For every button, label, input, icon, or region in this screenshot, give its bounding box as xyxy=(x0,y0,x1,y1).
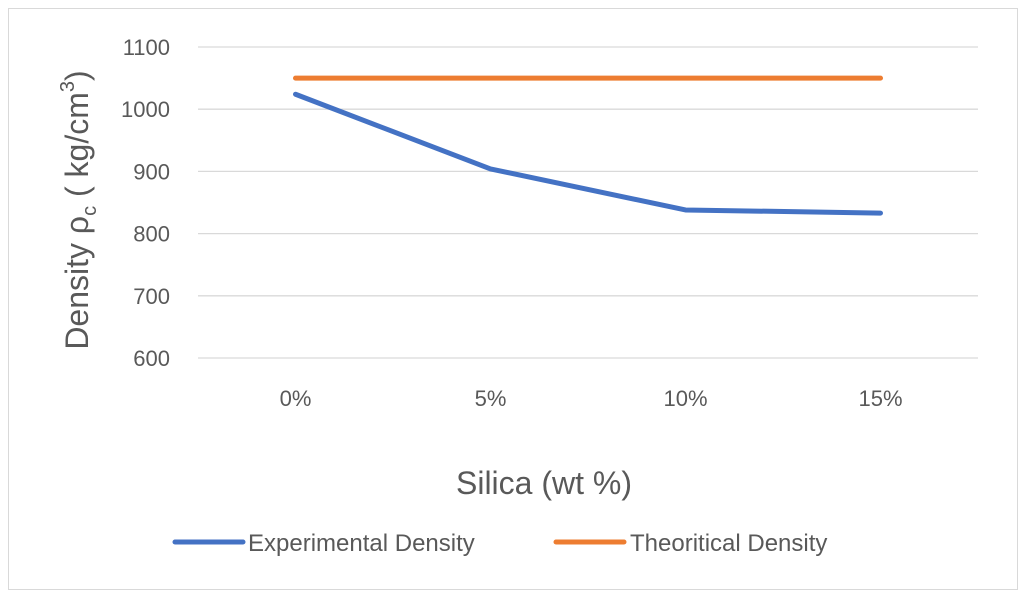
gridlines xyxy=(198,46,978,359)
x-tick-0: 0% xyxy=(280,386,312,411)
y-axis-title-subscript: c xyxy=(79,206,101,216)
y-tick-labels: 600 700 800 900 1000 1100 xyxy=(121,35,170,371)
series-lines xyxy=(293,75,883,216)
x-tick-3: 15% xyxy=(858,386,902,411)
legend: Experimental Density Theoritical Density xyxy=(172,530,827,557)
y-axis-title-main: Density ρ xyxy=(59,216,95,350)
x-tick-2: 10% xyxy=(663,386,707,411)
legend-label-1: Theoritical Density xyxy=(630,530,827,557)
y-axis-title-unit: ( kg/cm xyxy=(59,92,95,206)
y-tick-1000: 1000 xyxy=(121,97,170,122)
y-tick-600: 600 xyxy=(133,346,170,371)
x-axis-title: Silica (wt %) xyxy=(456,465,632,501)
y-tick-900: 900 xyxy=(133,159,170,184)
series-line-0 xyxy=(293,91,883,216)
legend-label-0: Experimental Density xyxy=(248,530,475,557)
y-axis-title-unit-close: ) xyxy=(59,70,95,81)
y-tick-700: 700 xyxy=(133,284,170,309)
x-tick-labels: 0% 5% 10% 15% xyxy=(280,386,903,411)
y-axis-title-superscript: 3 xyxy=(57,81,79,92)
y-tick-800: 800 xyxy=(133,222,170,247)
chart-frame xyxy=(8,8,1018,590)
y-axis-title: Density ρc ( kg/cm3) xyxy=(57,70,101,349)
y-tick-1100: 1100 xyxy=(123,35,170,60)
x-tick-1: 5% xyxy=(475,386,507,411)
